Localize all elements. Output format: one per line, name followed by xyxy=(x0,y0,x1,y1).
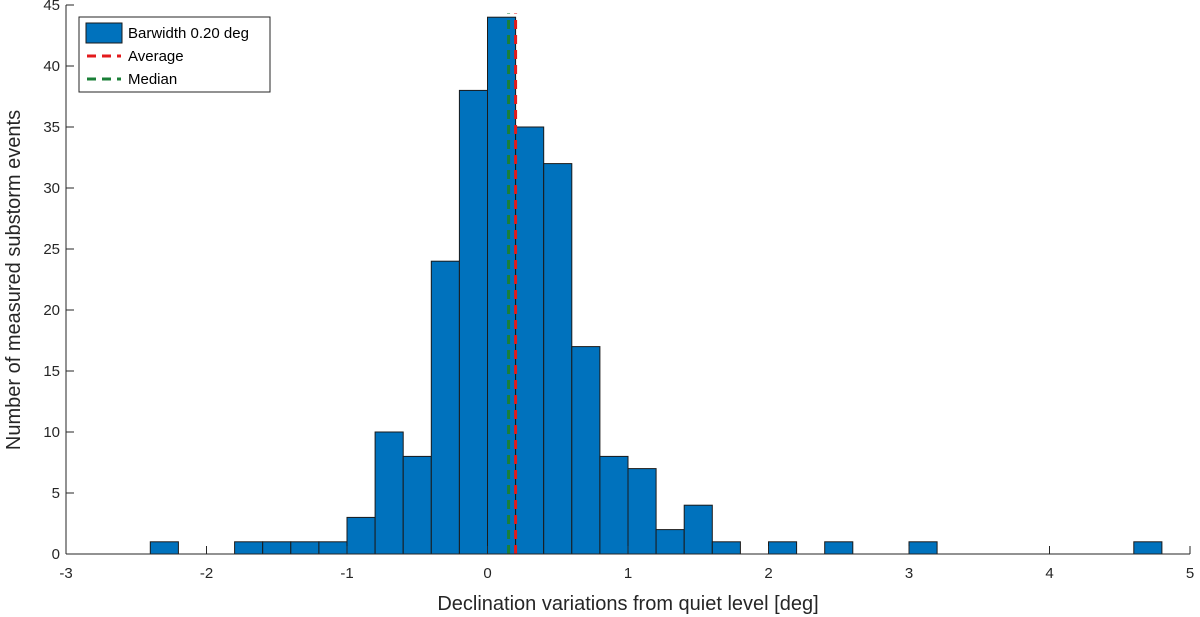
histogram-bar xyxy=(515,126,545,555)
histogram-bar xyxy=(683,504,713,555)
legend: Barwidth 0.20 deg Average Median xyxy=(78,16,271,93)
legend-label: Median xyxy=(128,71,177,88)
y-tick-label: 35 xyxy=(43,119,60,136)
histogram-bar xyxy=(571,346,601,555)
y-tick-label: 40 xyxy=(43,58,60,75)
histogram-bar xyxy=(346,516,376,555)
x-tick-label: 0 xyxy=(483,565,491,582)
histogram-bar xyxy=(655,529,685,555)
y-tick-label: 15 xyxy=(43,363,60,380)
x-tick-label: 3 xyxy=(905,565,913,582)
histogram-bar xyxy=(599,455,629,555)
histogram-bar xyxy=(149,541,179,555)
histogram-bar xyxy=(290,541,320,555)
y-tick-label: 20 xyxy=(43,302,60,319)
histogram-bar xyxy=(402,455,432,555)
y-axis-label: Number of measured substorm events xyxy=(3,110,25,450)
x-tick-label: 1 xyxy=(624,565,632,582)
y-tick-label: 25 xyxy=(43,241,60,258)
y-tick-label: 45 xyxy=(43,0,60,14)
x-ticks: -3 -2 -1 0 1 2 3 4 5 xyxy=(59,546,1194,582)
histogram-bar xyxy=(711,541,741,555)
legend-swatch-patch xyxy=(85,22,123,44)
x-tick-label: -3 xyxy=(59,565,72,582)
histogram-bar xyxy=(487,16,517,555)
legend-label: Average xyxy=(128,48,184,65)
histogram-bar xyxy=(318,541,348,555)
x-tick-label: -1 xyxy=(340,565,353,582)
histogram-bars xyxy=(149,16,1163,555)
histogram-bar xyxy=(627,468,657,555)
x-axis-label: Declination variations from quiet level … xyxy=(437,593,818,615)
x-tick-label: 4 xyxy=(1045,565,1053,582)
y-tick-label: 5 xyxy=(52,485,60,502)
y-tick-label: 30 xyxy=(43,180,60,197)
histogram-bar xyxy=(768,541,798,555)
reference-lines xyxy=(507,13,518,554)
histogram-bar xyxy=(824,541,854,555)
histogram-bar xyxy=(1133,541,1163,555)
legend-label: Barwidth 0.20 deg xyxy=(128,25,249,42)
y-tick-label: 0 xyxy=(52,546,60,563)
histogram-bar xyxy=(458,89,488,555)
histogram-bar xyxy=(908,541,938,555)
histogram-bar xyxy=(430,260,460,555)
histogram-bar xyxy=(234,541,264,555)
x-tick-label: -2 xyxy=(200,565,213,582)
x-tick-label: 5 xyxy=(1186,565,1194,582)
y-ticks: 0 5 10 15 20 25 30 35 40 45 xyxy=(43,0,74,563)
histogram-bar xyxy=(374,431,404,555)
x-tick-label: 2 xyxy=(764,565,772,582)
y-tick-label: 10 xyxy=(43,424,60,441)
histogram-bar xyxy=(262,541,292,555)
histogram-bar xyxy=(543,163,573,555)
